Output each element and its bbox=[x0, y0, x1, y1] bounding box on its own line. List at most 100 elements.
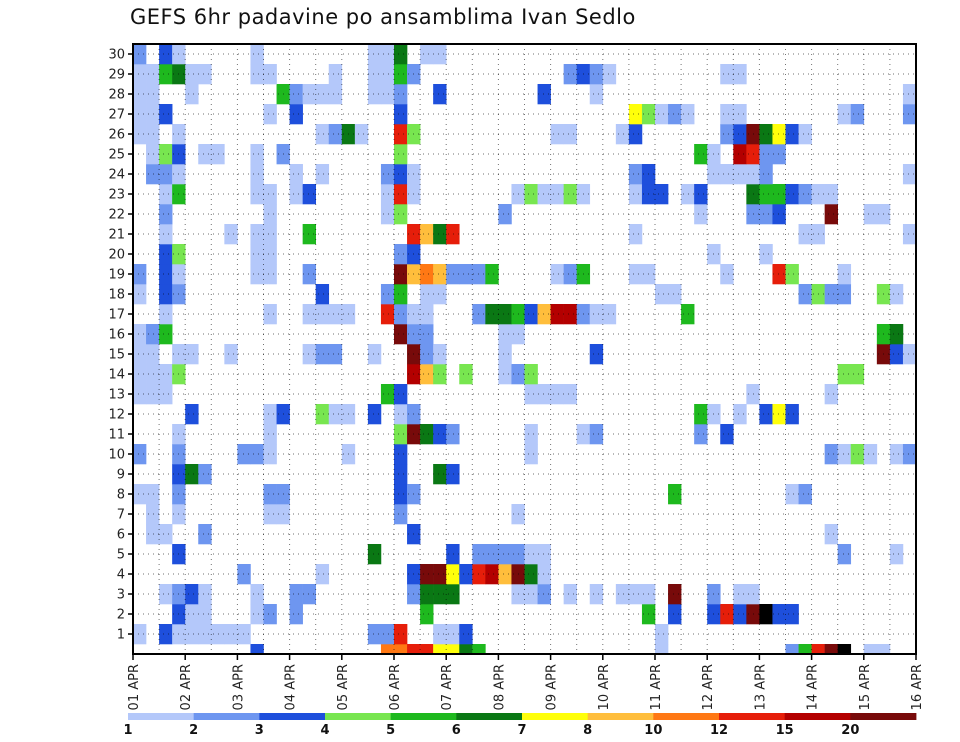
colorbar-swatch bbox=[522, 713, 589, 720]
heatmap-cell bbox=[628, 584, 643, 605]
heatmap-cell bbox=[824, 384, 838, 405]
heatmap-cell bbox=[837, 104, 852, 125]
heatmap-cell bbox=[772, 124, 786, 145]
heatmap-cell bbox=[433, 224, 447, 245]
heatmap-cell bbox=[459, 564, 473, 585]
heatmap-cell bbox=[824, 184, 838, 205]
heatmap-cell bbox=[589, 424, 604, 445]
heatmap-cell bbox=[563, 384, 577, 405]
heatmap-cell bbox=[289, 104, 303, 125]
y-tick-label: 11 bbox=[108, 428, 125, 443]
heatmap-cell bbox=[824, 524, 838, 545]
y-tick-label: 1 bbox=[117, 628, 125, 643]
y-tick-label: 23 bbox=[108, 188, 125, 203]
heatmap-cell bbox=[889, 544, 904, 565]
heatmap-cell bbox=[798, 284, 812, 305]
heatmap-cell bbox=[798, 644, 812, 655]
heatmap-cell bbox=[628, 124, 643, 145]
heatmap-cell bbox=[133, 44, 147, 65]
heatmap-cell bbox=[759, 124, 773, 145]
heatmap-cell bbox=[420, 324, 434, 345]
heatmap-cell bbox=[602, 304, 617, 325]
heatmap-cell bbox=[394, 184, 408, 205]
y-tick-label: 7 bbox=[117, 508, 125, 523]
heatmap-cell bbox=[133, 344, 147, 365]
heatmap-cell bbox=[550, 304, 564, 325]
heatmap-cell bbox=[498, 304, 512, 325]
heatmap-cell bbox=[185, 624, 199, 645]
heatmap-cell bbox=[394, 124, 408, 145]
heatmap-cell bbox=[380, 644, 395, 655]
heatmap-cell bbox=[485, 564, 499, 585]
heatmap-cell bbox=[446, 584, 460, 605]
heatmap-cell bbox=[446, 544, 460, 565]
heatmap-cell bbox=[733, 584, 747, 605]
heatmap-cell bbox=[798, 184, 812, 205]
heatmap-cell bbox=[498, 544, 512, 565]
heatmap-cell bbox=[250, 264, 264, 285]
heatmap-cell bbox=[433, 84, 447, 105]
heatmap-cell bbox=[380, 624, 395, 645]
heatmap-cell bbox=[367, 44, 382, 65]
heatmap-cell bbox=[602, 64, 617, 85]
heatmap-cell bbox=[837, 444, 852, 465]
y-tick-label: 5 bbox=[117, 548, 125, 563]
x-tick-label: 02 APR bbox=[179, 664, 194, 710]
heatmap-cell bbox=[459, 264, 473, 285]
heatmap-cell bbox=[563, 184, 577, 205]
heatmap-cell bbox=[146, 324, 160, 345]
heatmap-cell bbox=[394, 144, 408, 165]
heatmap-cell bbox=[367, 344, 382, 365]
heatmap-cell bbox=[211, 144, 225, 165]
heatmap-cell bbox=[850, 444, 865, 465]
heatmap-cell bbox=[198, 604, 212, 625]
heatmap-cell bbox=[159, 244, 173, 265]
heatmap-cell bbox=[394, 384, 408, 405]
heatmap-cell bbox=[263, 424, 277, 445]
x-tick-label: 10 APR bbox=[597, 664, 612, 710]
heatmap-cell bbox=[394, 404, 408, 425]
heatmap-cell bbox=[655, 624, 669, 645]
heatmap-cell bbox=[446, 564, 460, 585]
heatmap-cell bbox=[668, 604, 682, 625]
heatmap-cell bbox=[250, 584, 264, 605]
heatmap-cell bbox=[485, 544, 499, 565]
heatmap-cell bbox=[563, 64, 577, 85]
x-tick-label: 05 APR bbox=[336, 664, 351, 710]
heatmap-cell bbox=[224, 344, 238, 365]
colorbar-swatch bbox=[325, 713, 392, 720]
heatmap-cell bbox=[394, 64, 408, 85]
heatmap-cell bbox=[394, 444, 408, 465]
heatmap-cell bbox=[863, 444, 878, 465]
heatmap-cell bbox=[772, 144, 786, 165]
heatmap-cell bbox=[628, 184, 643, 205]
heatmap-cell bbox=[133, 124, 147, 145]
heatmap-cell bbox=[524, 424, 538, 445]
heatmap-cell bbox=[146, 484, 160, 505]
heatmap-cell bbox=[159, 104, 173, 125]
x-tick-label: 07 APR bbox=[440, 664, 455, 710]
heatmap-cell bbox=[733, 604, 747, 625]
heatmap-cell bbox=[380, 44, 395, 65]
heatmap-cell bbox=[263, 504, 277, 525]
heatmap-cell bbox=[250, 64, 264, 85]
heatmap-cell bbox=[772, 264, 786, 285]
heatmap-cell bbox=[902, 344, 917, 365]
heatmap-cell bbox=[759, 184, 773, 205]
heatmap-cell bbox=[159, 184, 173, 205]
heatmap-cell bbox=[185, 344, 199, 365]
heatmap-cell bbox=[811, 644, 825, 655]
heatmap-cell bbox=[550, 384, 564, 405]
heatmap-cell bbox=[615, 124, 630, 145]
heatmap-cell bbox=[694, 404, 708, 425]
y-tick-label: 25 bbox=[108, 148, 125, 163]
heatmap-cell bbox=[902, 104, 917, 125]
heatmap-cell bbox=[394, 264, 408, 285]
heatmap-cell bbox=[498, 324, 512, 345]
y-tick-label: 20 bbox=[108, 248, 125, 263]
heatmap-cell bbox=[668, 284, 682, 305]
y-tick-label: 28 bbox=[108, 88, 125, 103]
y-tick-label: 21 bbox=[108, 228, 125, 243]
heatmap-cell bbox=[302, 304, 316, 325]
